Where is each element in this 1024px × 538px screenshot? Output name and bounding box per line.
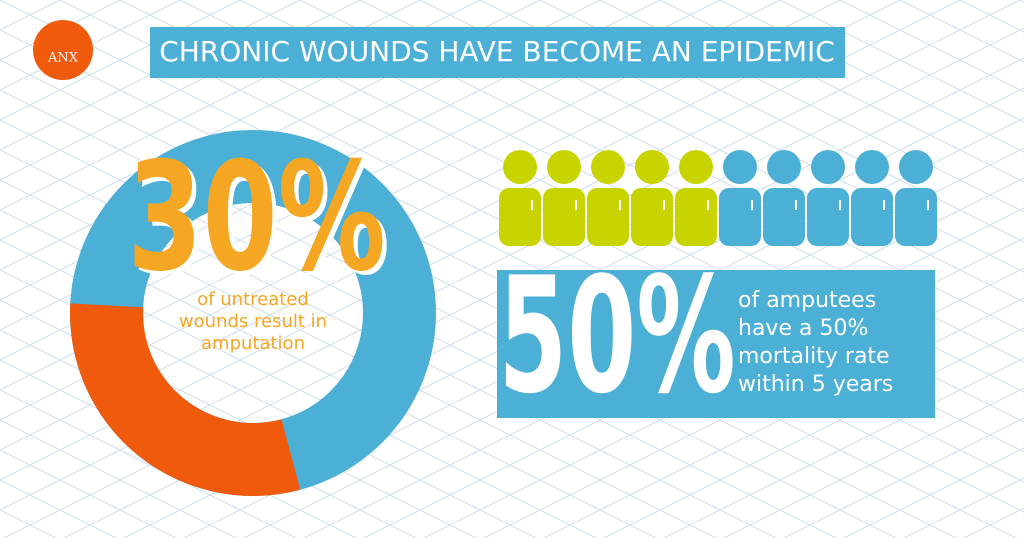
person-head <box>547 150 581 184</box>
stat-box <box>497 270 935 418</box>
stat-caption-line: have a 50% <box>738 316 868 341</box>
person-head <box>635 150 669 184</box>
donut-caption: wounds result in <box>179 311 327 332</box>
donut-caption: amputation <box>201 333 305 354</box>
person-head <box>899 150 933 184</box>
person-body <box>631 188 673 246</box>
person-body <box>851 188 893 246</box>
header-box <box>150 27 845 78</box>
person-head <box>855 150 889 184</box>
person-body <box>543 188 585 246</box>
stat-caption-line: mortality rate <box>738 344 890 369</box>
person-body <box>807 188 849 246</box>
header-title: CHRONIC WOUNDS HAVE BECOME AN EPIDEMIC <box>159 35 835 68</box>
logo-text: ANX <box>47 51 79 66</box>
donut-value: 30% <box>127 130 385 304</box>
donut-value-shadow: 30% <box>132 134 390 308</box>
person-head <box>723 150 757 184</box>
person-head <box>503 150 537 184</box>
person-body <box>499 188 541 246</box>
donut-segment <box>69 303 301 496</box>
stat-caption-line: of amputees <box>738 288 876 313</box>
stat-caption: of amputees have a 50% mortality rate withi… <box>738 288 893 397</box>
person-body <box>587 188 629 246</box>
stat-caption-line: within 5 years <box>738 372 893 397</box>
person-head <box>767 150 801 184</box>
logo-badge <box>33 20 93 80</box>
person-head <box>591 150 625 184</box>
person-head <box>679 150 713 184</box>
person-body <box>895 188 937 246</box>
person-body <box>763 188 805 246</box>
person-body <box>719 188 761 246</box>
pictogram <box>499 150 937 246</box>
person-body <box>675 188 717 246</box>
donut-caption: of untreated <box>197 289 309 310</box>
stat-value: 50% <box>498 243 735 429</box>
person-head <box>811 150 845 184</box>
